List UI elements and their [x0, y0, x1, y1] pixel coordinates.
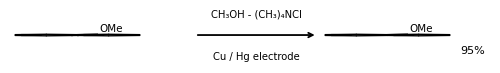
Text: 95%: 95%	[460, 46, 485, 56]
Text: OMe: OMe	[100, 24, 124, 34]
Text: Cu / Hg electrode: Cu / Hg electrode	[212, 52, 300, 62]
Text: CH₃OH - (CH₃)₄NCl: CH₃OH - (CH₃)₄NCl	[210, 10, 302, 20]
Text: OMe: OMe	[410, 24, 434, 34]
